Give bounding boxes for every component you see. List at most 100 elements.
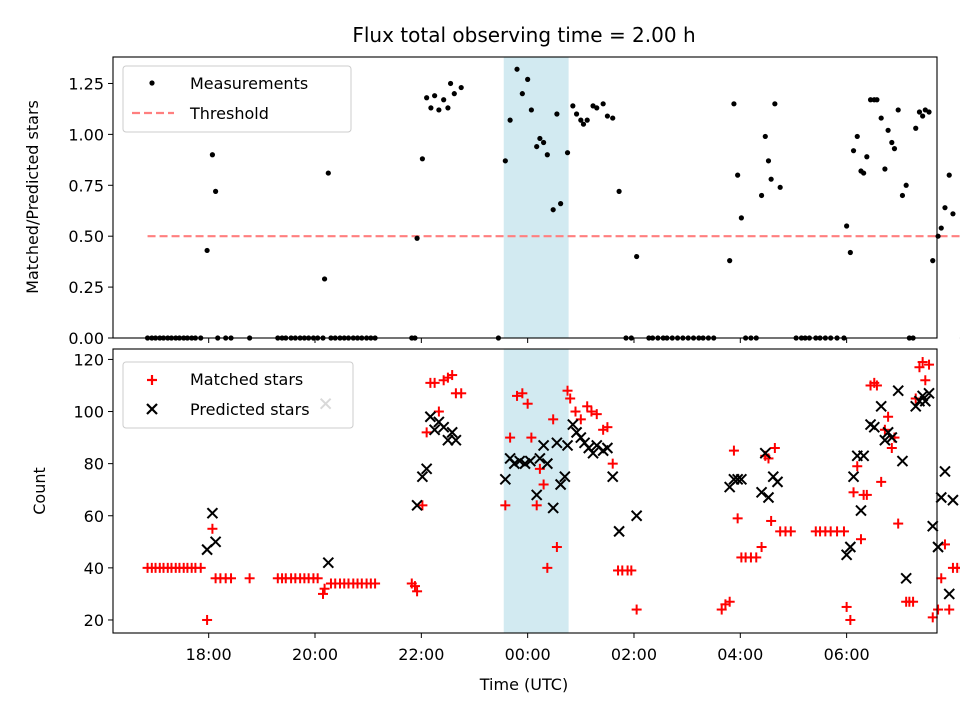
- legend-matched-marker: [147, 375, 157, 385]
- measurement-point: [537, 135, 543, 142]
- measurement-point: [885, 127, 891, 133]
- matched-star-point: [769, 443, 780, 454]
- predicted-star-point: [424, 411, 437, 423]
- predicted-star-point: [755, 486, 768, 499]
- matched-star-point: [920, 375, 931, 386]
- measurement-point: [570, 103, 576, 109]
- measurement-point: [445, 105, 451, 111]
- measurement-point: [895, 107, 901, 113]
- measurement-point: [930, 258, 936, 264]
- measurement-point: [772, 101, 778, 107]
- matched-star-point: [522, 398, 533, 409]
- measurement-point: [946, 172, 952, 178]
- matched-star-point: [917, 357, 928, 368]
- predicted-star-point: [923, 387, 935, 400]
- matched-star-point: [893, 518, 904, 529]
- predicted-star-point: [437, 421, 450, 433]
- measurement-point: [604, 113, 611, 119]
- predicted-star-point: [840, 549, 853, 561]
- matched-star-point: [848, 487, 859, 498]
- legend-matched-label: Matched stars: [190, 370, 303, 389]
- measurement-point: [424, 95, 430, 101]
- matched-star-point: [871, 380, 882, 391]
- bottom-marks: [142, 357, 960, 625]
- bottom-shaded-region: [503, 349, 569, 633]
- matched-star-point: [447, 370, 458, 381]
- x-tick-label: 04:00: [717, 645, 763, 664]
- bottom-legend: Matched stars Predicted stars: [122, 361, 354, 429]
- measurement-point: [610, 115, 616, 121]
- bottom-y-axis-label: Count: [30, 467, 49, 515]
- matched-star-point: [933, 604, 944, 615]
- predicted-star-point: [530, 489, 543, 501]
- measurement-point: [727, 258, 733, 264]
- x-tick-label: 22:00: [398, 645, 444, 664]
- bottom-y-tick-label: 60: [84, 507, 104, 526]
- matched-star-point: [852, 461, 863, 472]
- matched-star-point: [517, 388, 528, 399]
- legend-measurements-label: Measurements: [190, 74, 308, 93]
- measurement-point: [913, 125, 919, 131]
- measurement-point: [428, 105, 434, 111]
- measurement-point: [891, 146, 898, 152]
- matched-star-point: [512, 390, 523, 401]
- matched-star-point: [500, 500, 511, 511]
- matched-star-point: [207, 523, 218, 534]
- predicted-star-point: [771, 476, 784, 488]
- measurement-point: [882, 166, 888, 172]
- predicted-star-point: [206, 507, 219, 519]
- matched-star-point: [914, 362, 925, 373]
- measurement-point: [758, 192, 765, 199]
- measurement-point: [519, 91, 525, 97]
- measurement-point: [419, 156, 425, 162]
- matched-star-point: [429, 377, 440, 388]
- measurement-point: [616, 188, 622, 194]
- measurement-point: [550, 207, 556, 213]
- measurement-point: [600, 101, 606, 107]
- bottom-y-tick-label: 40: [84, 559, 104, 578]
- matched-star-point: [927, 612, 938, 623]
- matched-star-point: [195, 562, 206, 573]
- predicted-star-point: [943, 588, 955, 600]
- predicted-star-point: [939, 465, 951, 478]
- predicted-star-point: [446, 426, 458, 439]
- predicted-star-point: [607, 470, 619, 483]
- matched-star-point: [202, 614, 213, 625]
- matched-star-point: [551, 542, 562, 553]
- matched-star-point: [936, 573, 947, 584]
- matched-star-point: [883, 411, 894, 422]
- predicted-star-point: [630, 510, 643, 522]
- top-legend-box: [122, 65, 352, 133]
- bottom-x-ticks: 18:00 20:00 22:00 00:00 02:00 04:00 06:00: [186, 633, 870, 664]
- matched-star-point: [505, 432, 516, 443]
- bottom-y-tick-label: 120: [73, 350, 104, 369]
- matched-star-point: [565, 393, 576, 404]
- measurement-point: [874, 97, 880, 103]
- matched-star-point: [716, 604, 727, 615]
- matched-star-point: [417, 500, 428, 511]
- matched-star-point: [538, 479, 549, 490]
- predicted-star-point: [855, 504, 867, 517]
- measurement-point: [854, 133, 860, 140]
- measurement-point: [541, 139, 547, 146]
- top-y-tick-label: 0.25: [68, 278, 104, 297]
- predicted-star-point: [561, 439, 574, 452]
- measurement-point: [920, 113, 926, 119]
- predicted-star-point: [910, 400, 922, 413]
- measurement-point: [634, 253, 640, 260]
- predicted-star-point: [896, 455, 909, 467]
- legend-threshold-label: Threshold: [189, 104, 269, 123]
- predicted-star-point: [450, 434, 462, 446]
- matched-star-point: [602, 422, 613, 433]
- measurement-point: [768, 176, 774, 182]
- top-marks: [144, 66, 960, 341]
- predicted-star-point: [900, 572, 912, 584]
- measurement-point: [573, 111, 580, 117]
- top-y-tick-label: 1.25: [68, 74, 104, 93]
- matched-star-point: [582, 401, 593, 412]
- measurement-point: [432, 93, 438, 99]
- matched-star-point: [955, 562, 960, 573]
- bottom-y-tick-label: 100: [73, 403, 104, 422]
- measurement-point: [926, 109, 932, 115]
- matched-star-point: [732, 513, 743, 524]
